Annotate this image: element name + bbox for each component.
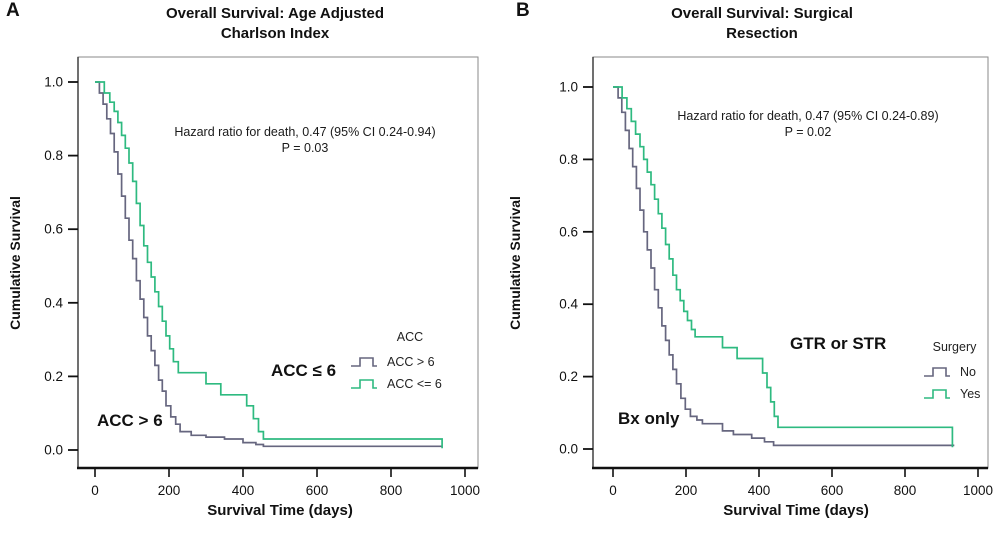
panel-a: A Overall Survival: Age Adjusted Charlso… (6, 0, 480, 519)
legend-entry-no: No (912, 361, 997, 383)
y-tick-label: 0.4 (559, 297, 578, 312)
legend-entry-label: Yes (960, 387, 981, 401)
x-tick-label: 200 (158, 483, 181, 498)
curve-label-gtr-or-str: GTR or STR (790, 334, 887, 353)
y-tick-label: 0.6 (44, 222, 63, 237)
legend-title-b: Surgery (932, 340, 977, 354)
panel-letter-a: A (6, 0, 20, 21)
x-axis-title-b: Survival Time (days) (723, 502, 869, 519)
legend-entry-label: No (960, 365, 976, 379)
x-tick-label: 600 (821, 483, 844, 498)
survival-curve-0 (613, 86, 955, 447)
p-value-text: P = 0.03 (281, 141, 329, 155)
y-tick-label: 0.2 (559, 369, 578, 384)
legend-entry-label: ACC > 6 (387, 355, 435, 369)
hazard-ratio-annotation-b: Hazard ratio for death, 0.47 (95% CI 0.2… (677, 108, 938, 140)
x-tick-label: 600 (306, 483, 329, 498)
legend-entry-yes: Yes (912, 383, 997, 405)
step-line-icon (924, 367, 950, 377)
chart-title-a: Overall Survival: Age Adjusted Charlson … (166, 4, 384, 44)
chart-title-line2: Resection (726, 25, 798, 42)
curve-label-acc-gt-6: ACC > 6 (97, 411, 163, 430)
x-tick-label: 1000 (963, 483, 993, 498)
chart-title-line1: Overall Survival: Age Adjusted (165, 5, 385, 22)
y-tick-label: 0.8 (44, 148, 63, 163)
hazard-ratio-text: Hazard ratio for death, 0.47 (95% CI 0.2… (174, 125, 436, 139)
y-axis-title-a: Cumulative Survival (7, 196, 23, 330)
curve-label-acc-le-6: ACC ≤ 6 (271, 361, 337, 380)
panel-b: B Overall Survival: Surgical Resection 0… (500, 0, 1000, 538)
y-tick-label: 0.0 (44, 443, 63, 458)
hazard-ratio-text: Hazard ratio for death, 0.47 (95% CI 0.2… (677, 109, 939, 123)
hazard-ratio-annotation-a: Hazard ratio for death, 0.47 (95% CI 0.2… (174, 124, 435, 156)
x-tick-label: 400 (232, 483, 255, 498)
legend-title-a: ACC (396, 330, 424, 344)
x-tick-label: 400 (748, 483, 771, 498)
x-tick-label: 1000 (450, 483, 480, 498)
plot-area-a: 0 200 400 600 800 1000 0.0 0.2 0.4 0.6 0.8 1.0 (44, 56, 480, 498)
legend-entry-acc-gt-6: ACC > 6 (350, 351, 470, 373)
chart-title-b: Overall Survival: Surgical Resection (671, 4, 853, 44)
x-tick-label: 0 (609, 483, 617, 498)
y-tick-label: 0.2 (44, 369, 63, 384)
x-tick-label: 800 (380, 483, 403, 498)
plot-area-b: 0 200 400 600 800 1000 0.0 0.2 0.4 0.6 0.8 1.0 (559, 56, 993, 498)
chart-title-line2: Charlson Index (220, 25, 330, 42)
step-line-icon (924, 389, 950, 399)
p-value-text: P = 0.02 (784, 125, 832, 139)
step-line-icon (351, 379, 377, 389)
y-tick-label: 0.4 (44, 295, 63, 310)
y-tick-label: 0.6 (559, 224, 578, 239)
legend-b: Surgery No Yes (912, 340, 997, 405)
survival-curve-1 (613, 86, 954, 448)
x-tick-label: 200 (675, 483, 698, 498)
x-tick-label: 0 (91, 483, 99, 498)
chart-title-line1: Overall Survival: Surgical (671, 5, 853, 22)
panel-letter-b: B (516, 0, 530, 21)
y-tick-label: 0.0 (559, 442, 578, 457)
step-line-icon (351, 357, 377, 367)
survival-curve-0 (95, 81, 443, 448)
survival-curve-1 (95, 81, 443, 449)
legend-entry-acc-le-6: ACC <= 6 (350, 373, 470, 395)
y-tick-label: 1.0 (44, 75, 63, 90)
curve-label-bx-only: Bx only (618, 409, 680, 428)
y-axis-title-b: Cumulative Survival (507, 196, 523, 330)
legend-entry-label: ACC <= 6 (387, 377, 442, 391)
plot-frame (77, 56, 479, 469)
y-tick-label: 0.8 (559, 152, 578, 167)
legend-a: ACC ACC > 6 ACC <= 6 (350, 330, 470, 395)
y-tick-label: 1.0 (559, 80, 578, 95)
x-axis-title-a: Survival Time (days) (207, 502, 353, 519)
x-tick-label: 800 (894, 483, 917, 498)
